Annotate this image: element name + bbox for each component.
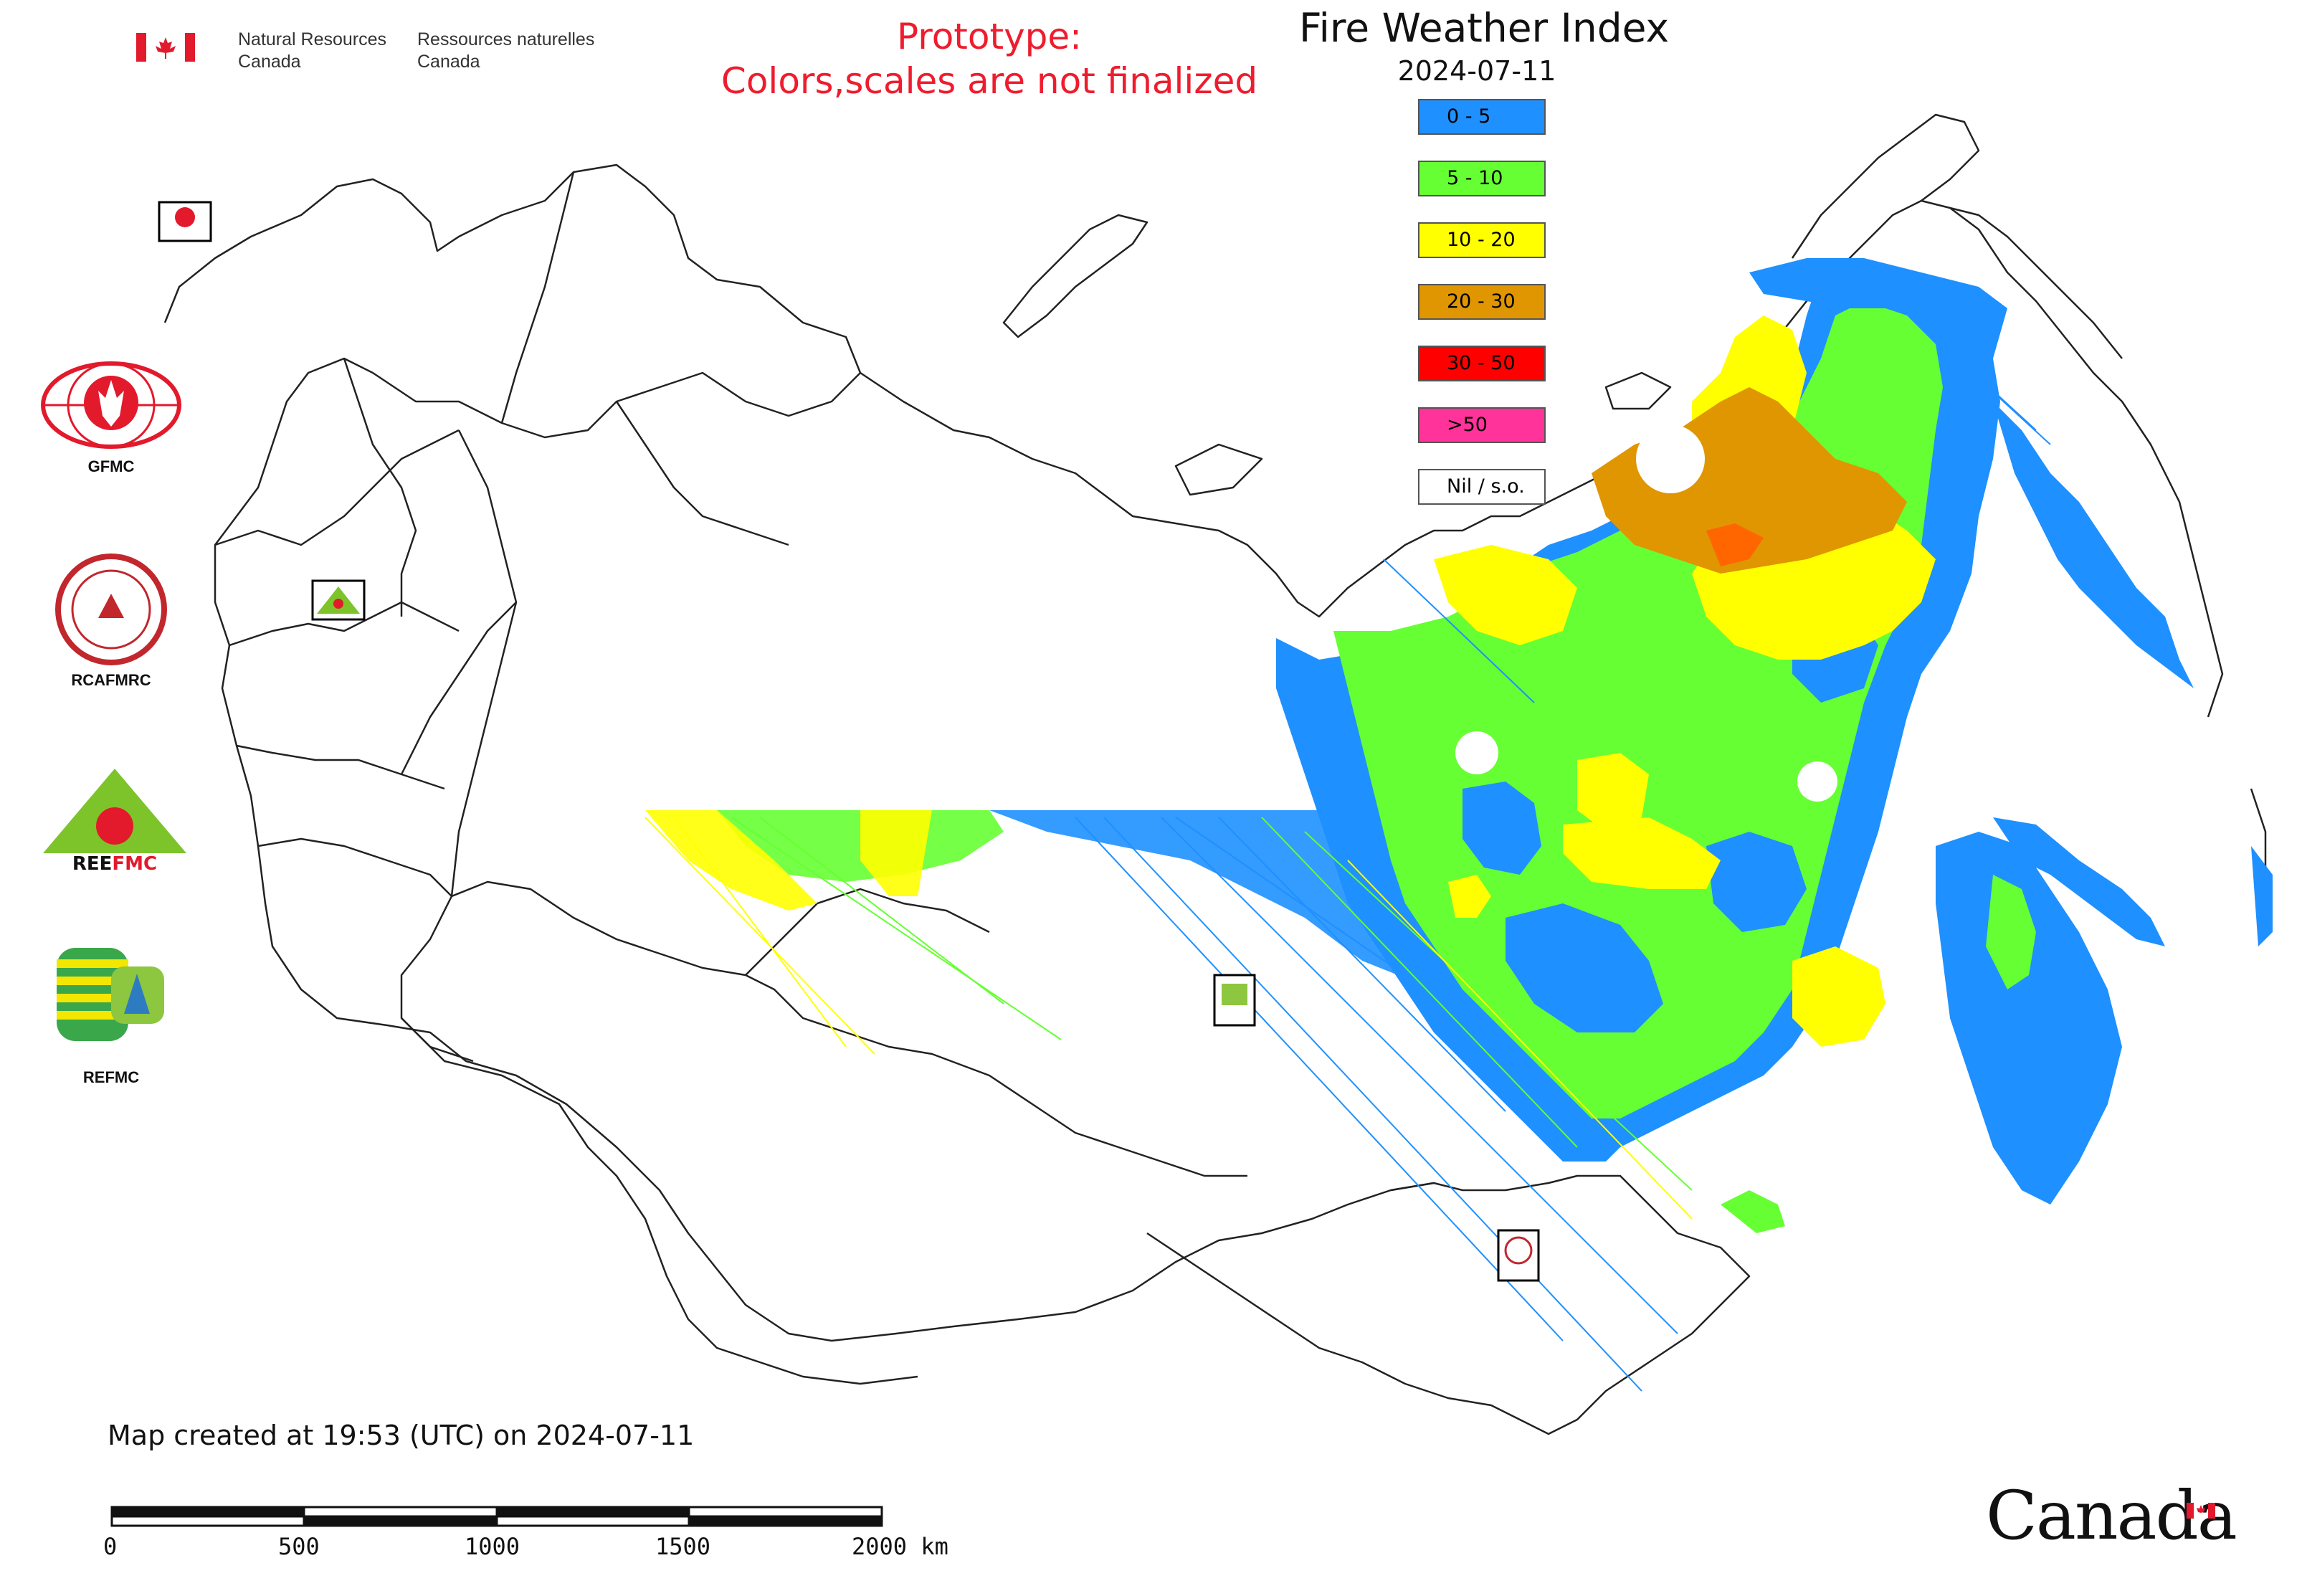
map-date: 2024-07-11: [1397, 55, 1556, 87]
gov-name-en: Natural Resources Canada: [238, 29, 386, 73]
gfmc-logo-icon: [41, 361, 181, 449]
map-markers: [158, 201, 1540, 1282]
fwi-overlay: [645, 258, 2273, 1392]
gov-name-fr: Ressources naturelles Canada: [417, 29, 594, 73]
gov-name-en-line1: Natural Resources: [238, 29, 387, 49]
legend-item: 5 - 10: [1418, 161, 1546, 196]
legend-item: 20 - 30: [1418, 284, 1546, 320]
scale-tick-1000: 1000: [465, 1533, 520, 1560]
legend-item: 30 - 50: [1418, 346, 1546, 381]
wordmark-flag-icon: [2187, 1503, 2215, 1519]
refmc-label: REFMC: [82, 1068, 140, 1086]
svg-text:REEFMC: REEFMC: [72, 853, 157, 875]
scale-tick-0: 0: [103, 1533, 118, 1560]
rcafmrc-label: RCAFMRC: [71, 671, 151, 689]
rcafmrc-logo-icon: [55, 554, 167, 665]
legend-item: Nil / s.o.: [1418, 469, 1546, 505]
canada-wordmark: Canada: [1986, 1477, 2237, 1555]
rcafmrc-logo[interactable]: [36, 552, 186, 670]
reefmc-logo[interactable]: REEFMC: [36, 767, 192, 878]
legend-label: Nil / s.o.: [1447, 475, 1525, 498]
prototype-notice: Prototype: Colors,scales are not finaliz…: [645, 14, 1333, 103]
scale-tick-1500: 1500: [655, 1533, 711, 1560]
gfmc-logo[interactable]: [36, 358, 186, 455]
gov-name-fr-line2: Canada: [417, 52, 480, 72]
scale-tick-2000: 2000 km: [852, 1533, 948, 1560]
nrcan-logo: Natural Resources Canada Ressources natu…: [136, 29, 609, 72]
country-boundaries: [163, 113, 2267, 1435]
legend-label: 0 - 5: [1447, 105, 1491, 128]
legend-label: 20 - 30: [1447, 290, 1516, 313]
legend-label: >50: [1447, 414, 1488, 436]
legend-label: 30 - 50: [1447, 352, 1516, 374]
scale-tick-500: 500: [278, 1533, 320, 1560]
map-title: Fire Weather Index: [1298, 5, 1670, 51]
legend-item: >50: [1418, 407, 1546, 443]
refmc-logo[interactable]: [36, 945, 186, 1048]
gfmc-label: GFMC: [87, 457, 135, 475]
map-created-caption: Map created at 19:53 (UTC) on 2024-07-11: [108, 1420, 695, 1451]
canada-flag-icon: [136, 33, 146, 62]
gov-name-fr-line1: Ressources naturelles: [417, 29, 595, 49]
legend-label: 5 - 10: [1447, 167, 1503, 189]
gov-name-en-line2: Canada: [238, 52, 301, 72]
refmc-logo-icon: [57, 948, 164, 1041]
legend-item: 0 - 5: [1418, 99, 1546, 135]
prototype-line2: Colors,scales are not finalized: [720, 60, 1258, 102]
legend-item: 10 - 20: [1418, 222, 1546, 258]
legend-label: 10 - 20: [1447, 229, 1516, 251]
reefmc-logo-icon: REEFMC: [37, 769, 192, 875]
prototype-line1: Prototype:: [896, 16, 1083, 57]
maple-leaf-icon: [156, 37, 176, 59]
